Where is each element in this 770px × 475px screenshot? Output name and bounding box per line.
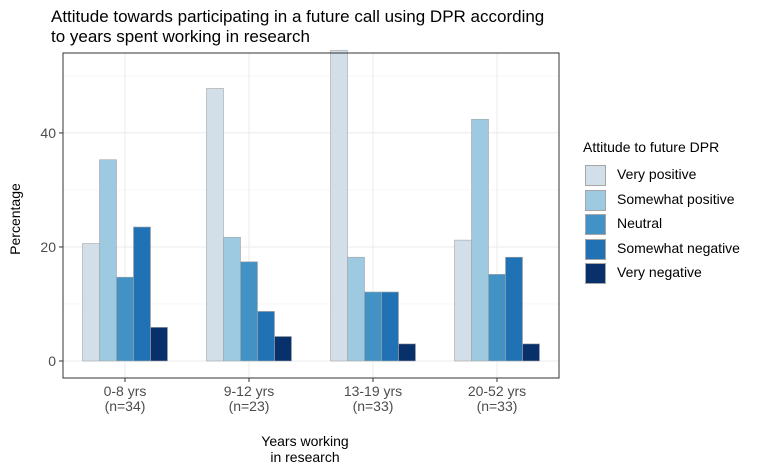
y-tick-label: 20: [40, 239, 56, 255]
plot-border: [62, 52, 560, 379]
bar-somewhat-negative: [133, 226, 151, 362]
y-axis-title: Percentage: [7, 183, 23, 255]
legend-key: [585, 263, 606, 284]
bar-neutral: [240, 261, 258, 362]
bar-very-negative: [150, 327, 168, 362]
x-axis-title-line-2: in research: [270, 449, 340, 465]
bar-very-positive: [206, 88, 224, 362]
legend-label: Very positive: [617, 166, 697, 182]
x-tick-label-line: (n=23): [228, 398, 270, 414]
x-tick-label-line: (n=33): [352, 398, 394, 414]
bar-somewhat-positive: [99, 159, 117, 362]
x-axis-title: Years working in research: [230, 433, 380, 465]
bar-very-negative: [274, 336, 292, 362]
bar-somewhat-positive: [347, 256, 365, 362]
x-tick-label-line: 0-8 yrs: [103, 383, 147, 399]
bar-very-positive: [82, 243, 100, 362]
legend-item: Very positive: [583, 163, 768, 187]
x-tick-label-line: 9-12 yrs: [223, 383, 275, 399]
y-tick-label: 0: [48, 353, 56, 369]
chart-title-line-2: to years spent working in research: [51, 27, 310, 46]
legend-item: Very negative: [583, 261, 768, 285]
x-tick-label-line: (n=33): [476, 398, 518, 414]
legend-label: Somewhat negative: [617, 239, 740, 256]
x-tick-label: 20-52 yrs (n=33): [442, 384, 552, 414]
bar-somewhat-negative: [381, 291, 399, 362]
y-tick-label: 40: [40, 125, 56, 141]
legend-key: [585, 189, 606, 211]
legend-label: Very negative: [617, 264, 702, 280]
x-axis-title-line-1: Years working: [261, 433, 349, 449]
legend-key: [585, 165, 606, 186]
chart-title-line-1: Attitude towards participating in a futu…: [51, 7, 545, 26]
bar-neutral: [116, 276, 134, 362]
x-tick-label: 13-19 yrs (n=33): [318, 384, 428, 414]
bar-somewhat-negative: [257, 311, 275, 362]
bar-very-positive: [454, 239, 472, 362]
bar-somewhat-negative: [505, 256, 523, 362]
x-tick-label-line: 13-19 yrs: [343, 383, 403, 399]
x-tick-label: 0-8 yrs (n=34): [70, 384, 180, 414]
legend-label: Somewhat positive: [617, 190, 735, 207]
bar-neutral: [488, 274, 506, 362]
legend-title: Attitude to future DPR: [583, 139, 720, 155]
legend-item: Neutral: [583, 212, 768, 236]
bar-very-negative: [522, 343, 540, 362]
legend-key: [585, 214, 606, 235]
bar-somewhat-positive: [223, 236, 241, 362]
bar-very-positive: [330, 49, 348, 362]
bar-very-negative: [398, 343, 416, 362]
bar-neutral: [364, 291, 382, 362]
legend-item: Somewhat negative: [583, 237, 768, 261]
x-tick-label-line: (n=34): [104, 398, 146, 414]
x-tick-label: 9-12 yrs (n=23): [194, 384, 304, 414]
legend-item: Somewhat positive: [583, 188, 768, 212]
bar-somewhat-positive: [471, 118, 489, 362]
legend-key: [585, 238, 606, 260]
x-tick-label-line: 20-52 yrs: [467, 383, 527, 399]
legend-label: Neutral: [617, 215, 663, 231]
